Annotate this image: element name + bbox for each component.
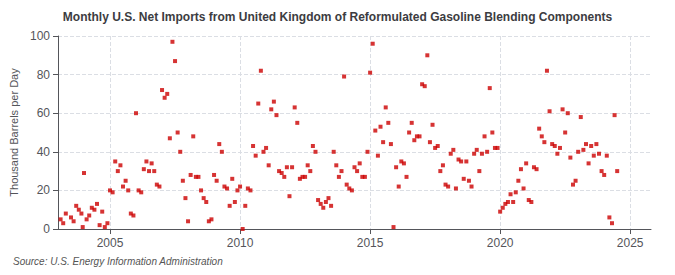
svg-text:2010: 2010 — [227, 236, 254, 250]
svg-text:2025: 2025 — [617, 236, 644, 250]
svg-text:20: 20 — [37, 183, 51, 197]
svg-text:60: 60 — [37, 106, 51, 120]
svg-text:40: 40 — [37, 145, 51, 159]
svg-text:Thousand Barrels per Day: Thousand Barrels per Day — [8, 68, 20, 197]
svg-text:2015: 2015 — [357, 236, 384, 250]
svg-text:80: 80 — [37, 68, 51, 82]
svg-text:100: 100 — [30, 29, 50, 43]
svg-text:Source: U.S. Energy Informatio: Source: U.S. Energy Information Administ… — [13, 256, 223, 267]
svg-text:2020: 2020 — [487, 236, 514, 250]
svg-text:2005: 2005 — [97, 236, 124, 250]
svg-text:0: 0 — [43, 222, 50, 236]
svg-text:Monthly U.S. Net Imports from: Monthly U.S. Net Imports from United Kin… — [63, 10, 613, 24]
